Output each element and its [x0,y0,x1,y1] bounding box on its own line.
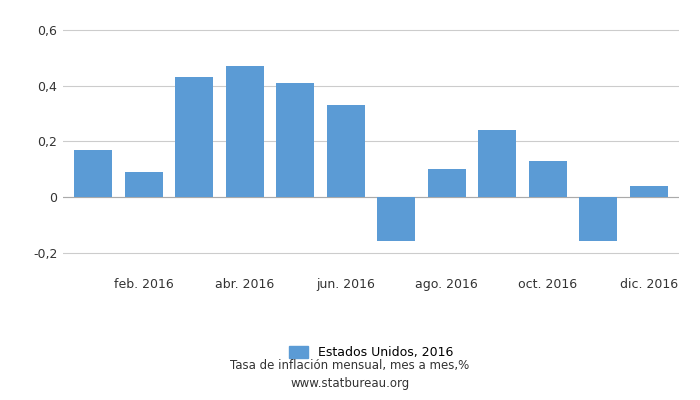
Bar [74,150,112,197]
Bar [327,105,365,197]
Bar [125,172,162,197]
Legend: Estados Unidos, 2016: Estados Unidos, 2016 [285,342,457,363]
Bar [630,186,668,197]
Text: Tasa de inflación mensual, mes a mes,%: Tasa de inflación mensual, mes a mes,% [230,360,470,372]
Bar [276,83,314,197]
Bar [175,77,214,197]
Bar [580,197,617,241]
Bar [528,161,567,197]
Bar [478,130,516,197]
Bar [428,169,466,197]
Text: www.statbureau.org: www.statbureau.org [290,378,410,390]
Bar [377,197,415,241]
Bar [226,66,264,197]
